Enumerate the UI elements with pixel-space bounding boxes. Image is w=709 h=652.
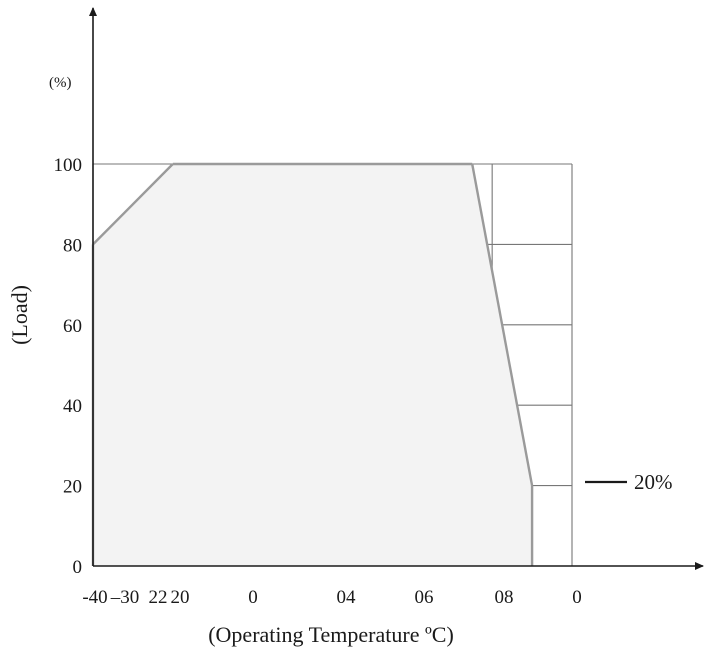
y-unit-label: (%) [49,75,72,91]
series-segment [92,163,174,246]
series-segment [471,163,534,486]
derating-area [93,164,533,566]
x-tick-label: 04 [337,587,357,608]
x-tick-label: 06 [415,587,434,608]
y-tick-label: 60 [63,316,82,337]
x-tick-label: –30 [110,587,140,608]
y-tick-label: 40 [63,396,82,417]
y-tick-labels: 0 20 40 60 80 100 [54,155,83,578]
x-tick-labels: -40 –30 22 20 0 04 06 08 0 [82,587,581,608]
y-tick-label: 80 [63,235,82,256]
x-tick-label: 20 [171,587,190,608]
x-tick-label: -40 [82,587,107,608]
x-axis-title: (Operating Temperature ºC) [208,622,454,647]
y-tick-label: 100 [54,155,83,176]
y-axis-title: (Load) [7,285,32,345]
y-tick-label: 20 [63,477,82,498]
annotation-label: 20% [634,470,673,494]
x-tick-label: 0 [248,587,258,608]
x-tick-label: 22 [149,587,168,608]
x-tick-label: 08 [495,587,514,608]
x-tick-label: 0 [572,587,582,608]
y-tick-label: 0 [73,557,83,578]
